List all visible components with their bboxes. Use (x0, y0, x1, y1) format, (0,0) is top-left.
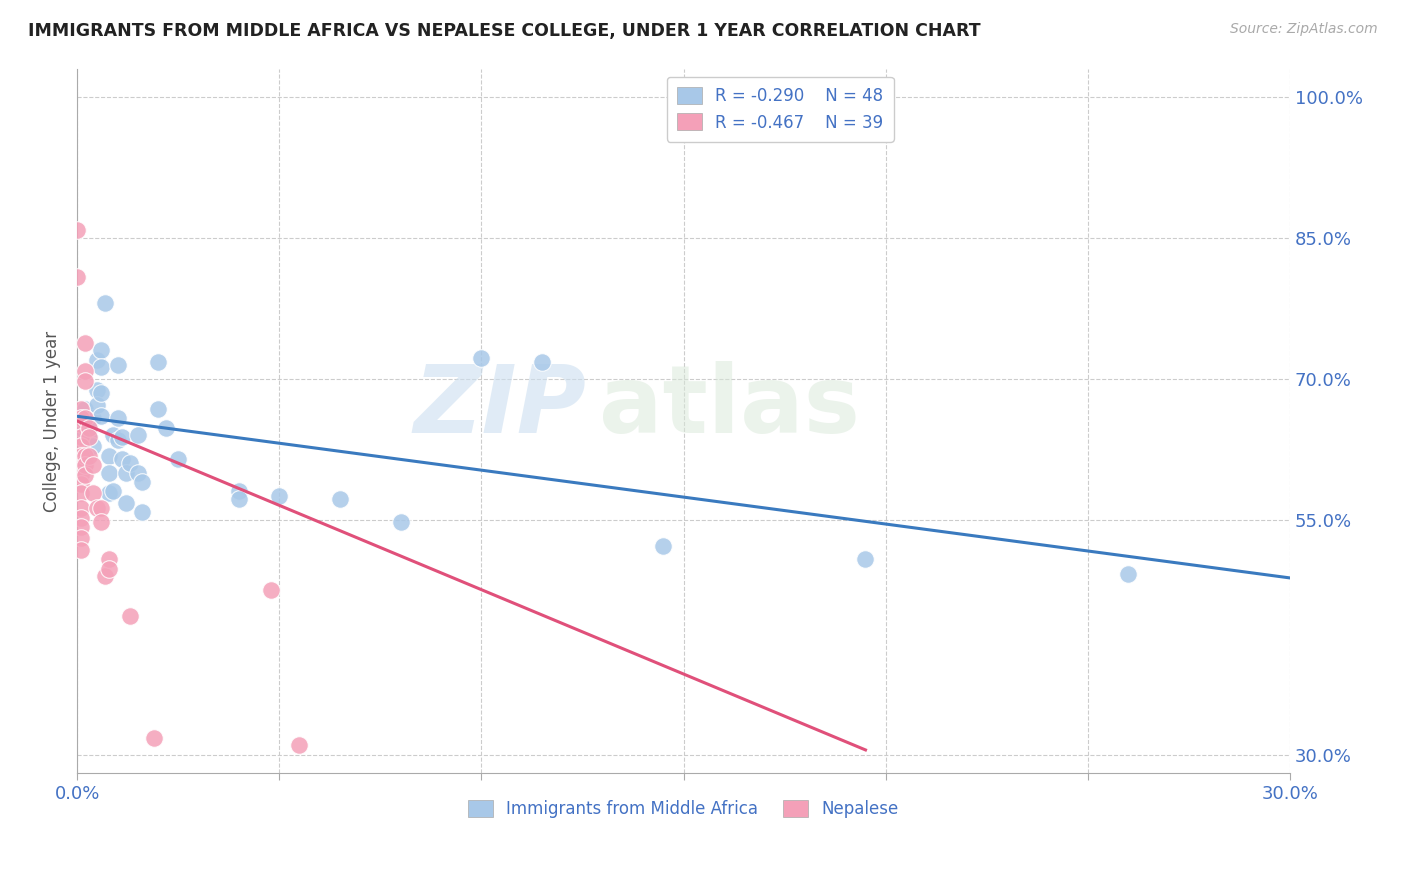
Text: atlas: atlas (599, 361, 859, 453)
Point (142, 731, 165, 745)
Point (98, 552, 121, 566)
Point (118, 608, 141, 623)
Point (77, 430, 100, 444)
Point (77, 430, 100, 444)
Point (82, 439, 104, 453)
Point (70, 401, 93, 416)
Point (470, 351, 492, 365)
Point (90, 501, 112, 516)
Point (228, 484, 250, 499)
Text: Source: ZipAtlas.com: Source: ZipAtlas.com (1230, 22, 1378, 37)
Point (86, 352, 108, 367)
Point (269, 489, 291, 503)
Text: ZIP: ZIP (413, 361, 586, 453)
Point (70, 417, 93, 431)
Y-axis label: College, Under 1 year: College, Under 1 year (44, 330, 60, 511)
Point (82, 458, 104, 472)
Point (107, 411, 129, 425)
Point (86, 501, 108, 516)
Point (70, 439, 93, 453)
Point (260, 583, 283, 598)
Point (70, 542, 93, 557)
Point (531, 355, 554, 369)
Point (86, 383, 108, 397)
Point (110, 430, 132, 444)
Point (98, 561, 121, 575)
Point (94, 569, 117, 583)
Text: IMMIGRANTS FROM MIDDLE AFRICA VS NEPALESE COLLEGE, UNDER 1 YEAR CORRELATION CHAR: IMMIGRANTS FROM MIDDLE AFRICA VS NEPALES… (28, 22, 981, 40)
Point (103, 428, 125, 442)
Point (90, 515, 112, 529)
Point (77, 423, 100, 437)
Point (131, 475, 153, 489)
Point (107, 433, 129, 447)
Point (155, 420, 177, 434)
Point (90, 343, 112, 358)
Point (389, 515, 412, 529)
Point (70, 430, 93, 444)
Point (70, 532, 93, 546)
Point (75, 335, 97, 350)
Point (118, 456, 141, 470)
Point (90, 385, 112, 400)
Point (70, 449, 93, 463)
Point (127, 428, 149, 442)
Point (167, 451, 190, 466)
Point (146, 355, 169, 369)
Point (146, 401, 169, 416)
Point (107, 358, 129, 372)
Point (75, 364, 97, 378)
Point (70, 501, 93, 516)
Point (70, 458, 93, 472)
Point (77, 420, 100, 434)
Point (228, 491, 250, 506)
Point (98, 466, 121, 480)
Point (90, 360, 112, 375)
Point (75, 467, 97, 482)
Point (288, 738, 311, 752)
Point (77, 417, 100, 431)
Point (75, 411, 97, 425)
Point (86, 398, 108, 412)
Point (94, 296, 117, 310)
Point (98, 486, 121, 500)
Point (70, 520, 93, 534)
Point (82, 486, 104, 500)
Point (329, 491, 352, 506)
Point (110, 451, 132, 466)
Point (90, 409, 112, 424)
Point (70, 486, 93, 500)
Point (652, 539, 675, 553)
Point (70, 409, 93, 424)
Point (66, 270, 89, 285)
Point (66, 223, 89, 237)
Point (77, 449, 100, 463)
Point (131, 505, 153, 519)
Point (1116, 567, 1139, 582)
Point (70, 510, 93, 524)
Point (82, 411, 104, 425)
Point (75, 458, 97, 472)
Point (70, 477, 93, 491)
Point (114, 496, 136, 510)
Legend: Immigrants from Middle Africa, Nepalese: Immigrants from Middle Africa, Nepalese (461, 794, 905, 825)
Point (127, 466, 149, 480)
Point (855, 552, 877, 566)
Point (70, 420, 93, 434)
Point (114, 466, 136, 480)
Point (98, 449, 121, 463)
Point (70, 467, 93, 482)
Point (75, 401, 97, 416)
Point (103, 484, 125, 499)
Point (75, 374, 97, 388)
Point (70, 411, 93, 425)
Point (75, 414, 97, 428)
Point (75, 449, 97, 463)
